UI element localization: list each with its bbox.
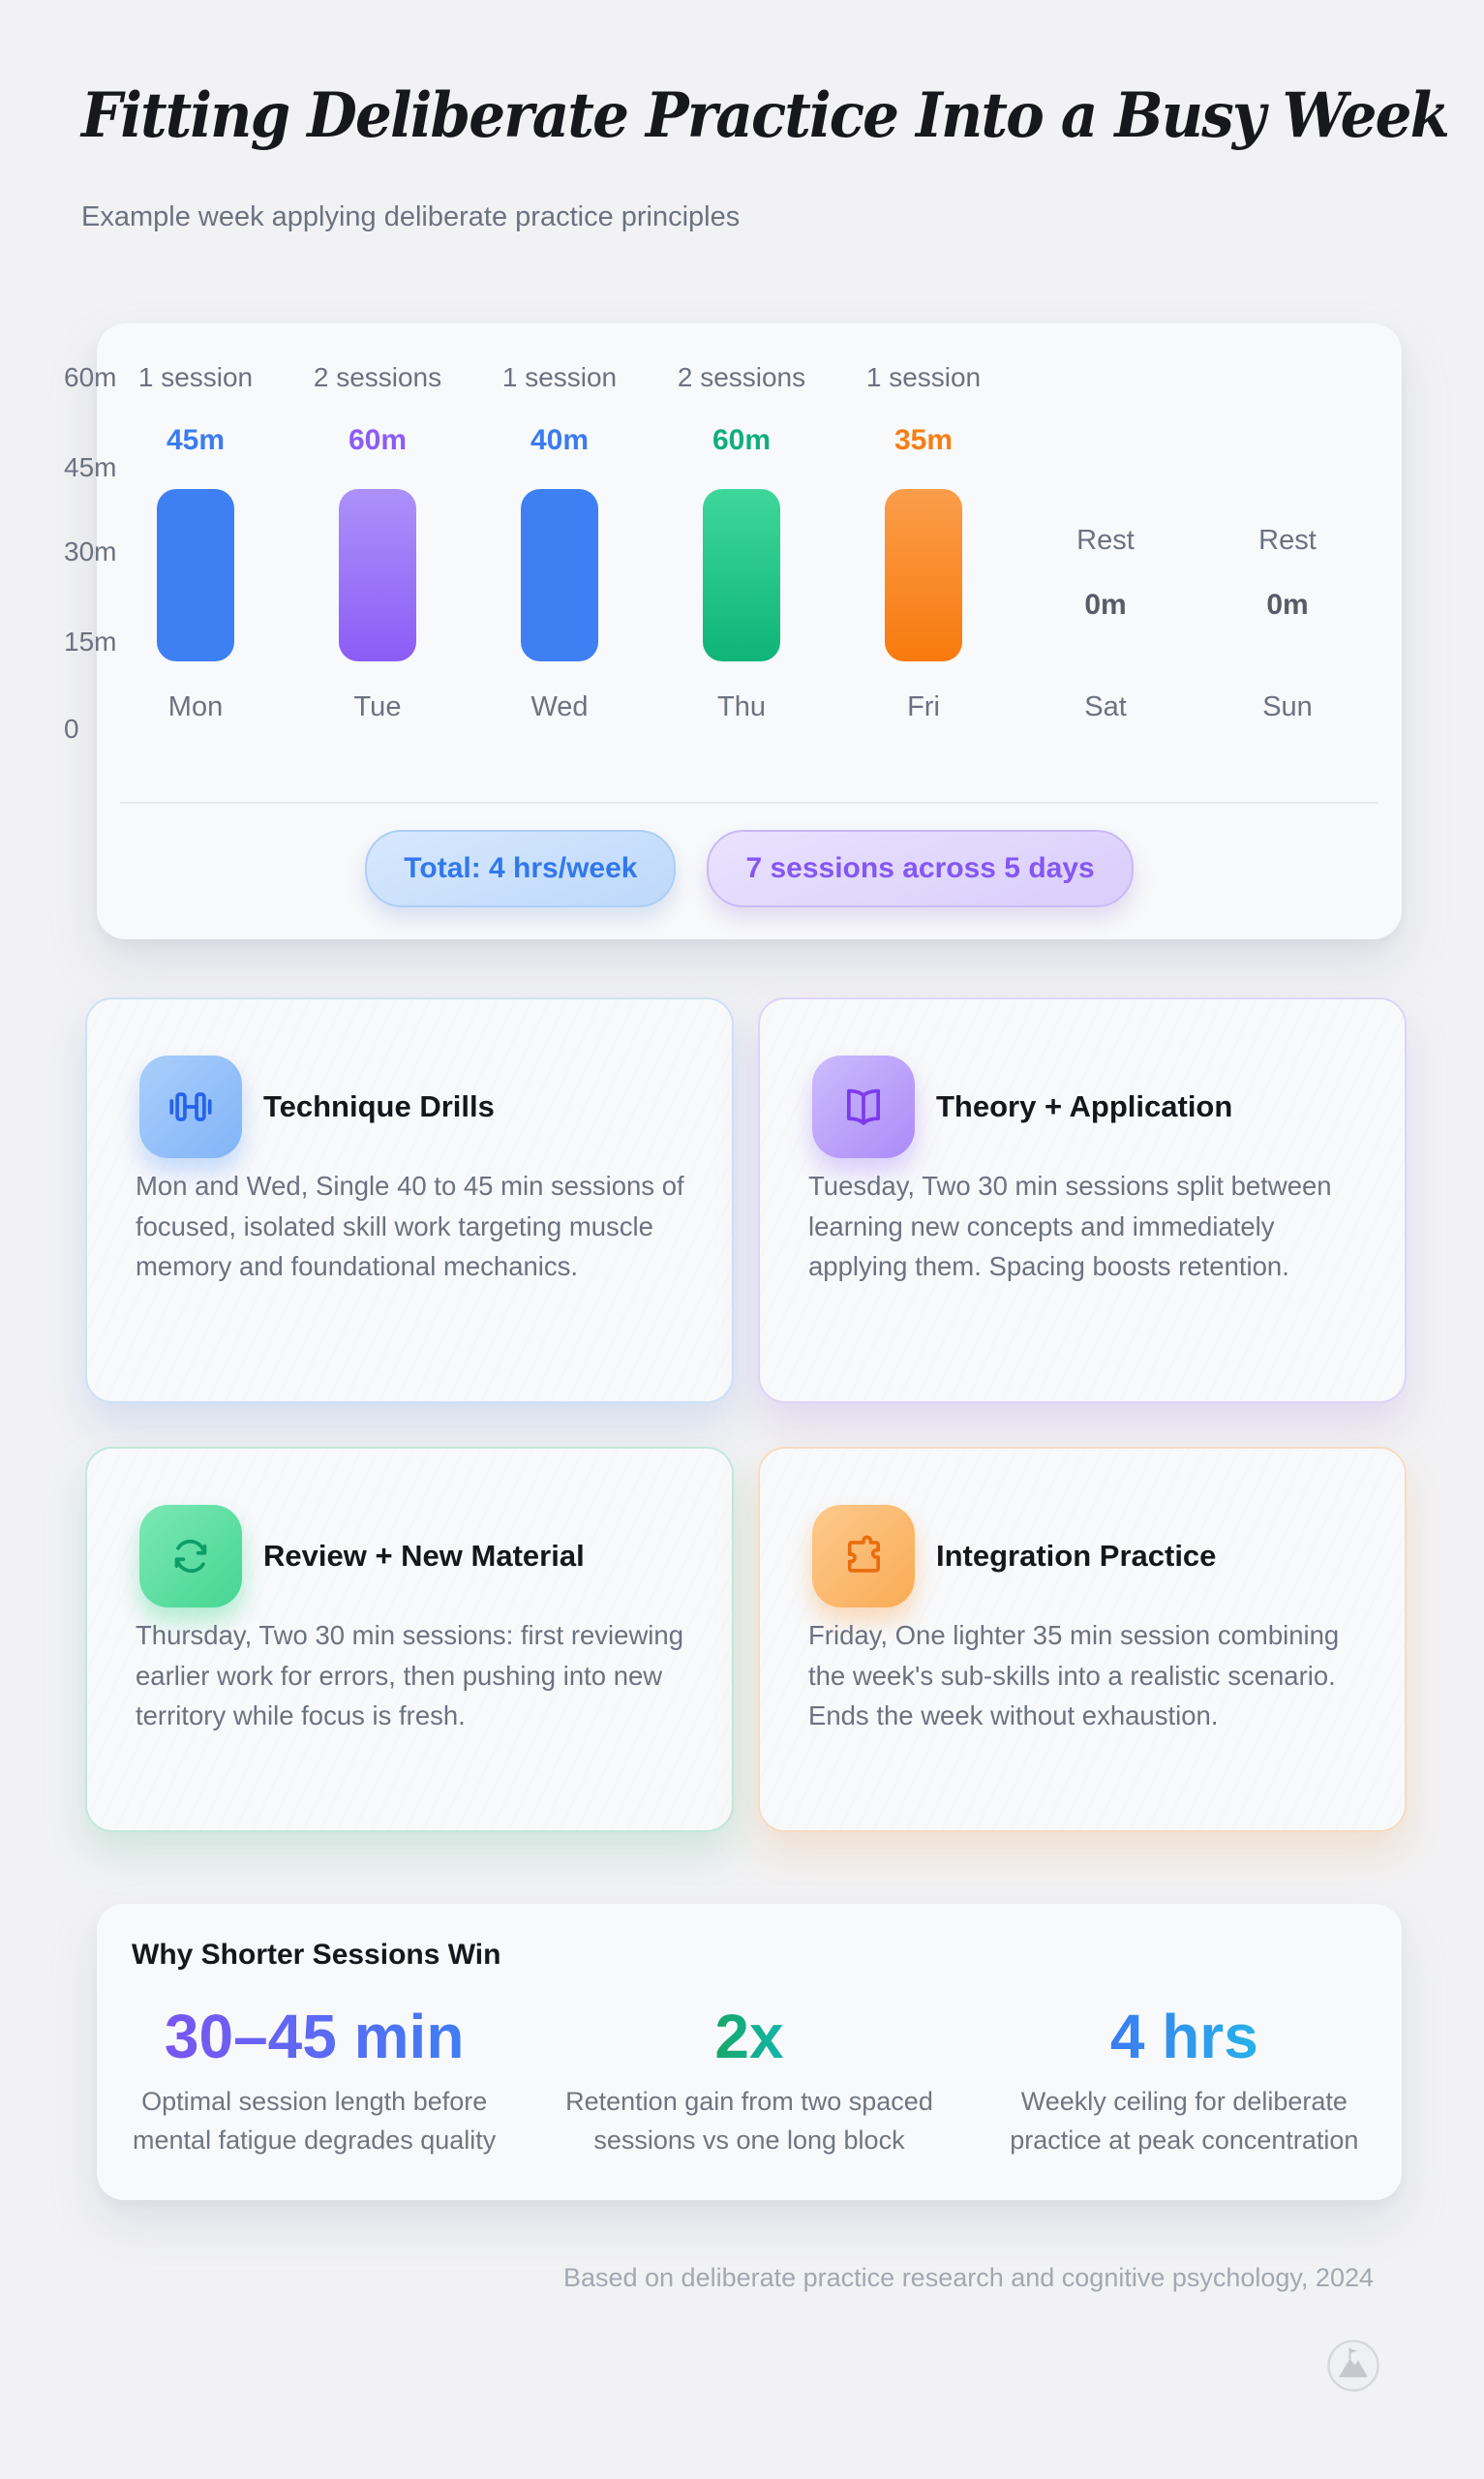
weekly-schedule-chart-card: 60m 45m 30m 15m 0 1 session 45m Mon 2 se… bbox=[64, 323, 1402, 939]
puzzle-icon bbox=[812, 1505, 915, 1607]
chart-column-fri: 1 session 35m Fri bbox=[833, 323, 1015, 939]
page-title: Fitting Deliberate Practice Into a Busy … bbox=[81, 79, 1450, 152]
open-book-icon bbox=[812, 1056, 915, 1158]
duration-value-label: 60m bbox=[348, 424, 408, 456]
day-label-tue: Tue bbox=[353, 691, 402, 722]
card-body: Mon and Wed, Single 40 to 45 min session… bbox=[136, 1171, 684, 1281]
stat-value: 4 hrs bbox=[1109, 2002, 1258, 2071]
chart-column-mon: 1 session 45m Mon bbox=[105, 323, 287, 939]
sessions-count-label: 1 session bbox=[137, 362, 254, 392]
card-title: Integration Practice bbox=[936, 1539, 1217, 1573]
card-title: Review + New Material bbox=[263, 1539, 585, 1573]
sessions-count-label: 2 sessions bbox=[313, 362, 442, 392]
page-subtitle: Example week applying deliberate practic… bbox=[81, 201, 741, 232]
rest-label: Rest bbox=[1076, 525, 1135, 556]
card-technique-drills: Technique Drills Mon and Wed, Single 40 … bbox=[85, 997, 734, 1403]
chart-summary-badges: Total: 4 hrs/week 7 sessions across 5 da… bbox=[97, 830, 1402, 907]
card-review-new-material: Review + New Material Thursday, Two 30 m… bbox=[85, 1447, 734, 1832]
sessions-count-badge: 7 sessions across 5 days bbox=[707, 830, 1134, 907]
y-axis-tick-0: 0 bbox=[64, 714, 79, 744]
card-body: Friday, One lighter 35 min session combi… bbox=[808, 1620, 1340, 1730]
stat-session-length: 30–45 min Optimal session length before … bbox=[97, 2003, 531, 2159]
duration-value-label: 45m bbox=[166, 424, 226, 456]
stats-row: 30–45 min Optimal session length before … bbox=[97, 2003, 1402, 2159]
sessions-count-label: 2 sessions bbox=[677, 362, 806, 392]
day-label-fri: Fri bbox=[907, 691, 940, 722]
bar-fri bbox=[885, 489, 962, 661]
y-axis-tick-45m: 45m bbox=[64, 452, 117, 482]
duration-value-label: 0m bbox=[1084, 589, 1127, 621]
bar-thu bbox=[703, 489, 780, 661]
chart-column-sun: Rest 0m Sun bbox=[1196, 323, 1378, 939]
duration-value-label: 0m bbox=[1266, 589, 1309, 621]
card-title: Theory + Application bbox=[936, 1089, 1233, 1123]
stat-value: 2x bbox=[714, 2002, 784, 2071]
refresh-icon bbox=[139, 1505, 242, 1607]
card-body: Thursday, Two 30 min sessions: first rev… bbox=[136, 1620, 684, 1730]
bar-mon bbox=[157, 489, 234, 661]
bar-wed bbox=[521, 489, 598, 661]
card-integration-practice: Integration Practice Friday, One lighter… bbox=[758, 1447, 1407, 1832]
duration-value-label: 40m bbox=[530, 424, 590, 456]
chart-column-wed: 1 session 40m Wed bbox=[469, 323, 651, 939]
chart-column-sat: Rest 0m Sat bbox=[1015, 323, 1196, 939]
stat-caption: Optimal session length before mental fat… bbox=[133, 2087, 497, 2155]
duration-value-label: 60m bbox=[712, 424, 772, 456]
why-shorter-sessions-card: Why Shorter Sessions Win 30–45 min Optim… bbox=[97, 1904, 1402, 2200]
card-theory-application: Theory + Application Tuesday, Two 30 min… bbox=[758, 997, 1407, 1403]
stat-caption: Weekly ceiling for deliberate practice a… bbox=[1010, 2087, 1359, 2155]
y-axis-tick-30m: 30m bbox=[64, 536, 117, 566]
day-label-sat: Sat bbox=[1084, 691, 1127, 722]
y-axis-tick-15m: 15m bbox=[64, 627, 117, 657]
card-title: Technique Drills bbox=[263, 1089, 495, 1123]
day-label-wed: Wed bbox=[530, 691, 589, 722]
rest-label: Rest bbox=[1258, 525, 1317, 556]
card-body: Tuesday, Two 30 min sessions split betwe… bbox=[808, 1171, 1332, 1281]
duration-value-label: 35m bbox=[893, 424, 954, 456]
y-axis-tick-60m: 60m bbox=[64, 362, 117, 392]
sessions-count-label: 1 session bbox=[501, 362, 618, 392]
chart-column-thu: 2 sessions 60m Thu bbox=[651, 323, 833, 939]
stat-value: 30–45 min bbox=[164, 2002, 465, 2071]
chart-column-tue: 2 sessions 60m Tue bbox=[287, 323, 469, 939]
bar-tue bbox=[339, 489, 416, 661]
total-hours-badge: Total: 4 hrs/week bbox=[365, 830, 677, 907]
stat-caption: Retention gain from two spaced sessions … bbox=[565, 2087, 933, 2155]
mountain-flag-logo bbox=[1326, 2339, 1380, 2393]
stat-retention-gain: 2x Retention gain from two spaced sessio… bbox=[531, 2003, 966, 2159]
stats-heading: Why Shorter Sessions Win bbox=[132, 1939, 501, 1971]
chart-divider bbox=[120, 802, 1378, 804]
source-note: Based on deliberate practice research an… bbox=[562, 2263, 1374, 2292]
day-label-sun: Sun bbox=[1262, 691, 1313, 722]
dumbbell-icon bbox=[139, 1056, 242, 1158]
day-label-thu: Thu bbox=[717, 691, 766, 722]
sessions-count-label: 1 session bbox=[865, 362, 982, 392]
day-label-mon: Mon bbox=[167, 691, 224, 722]
stat-weekly-ceiling: 4 hrs Weekly ceiling for deliberate prac… bbox=[967, 2003, 1402, 2159]
